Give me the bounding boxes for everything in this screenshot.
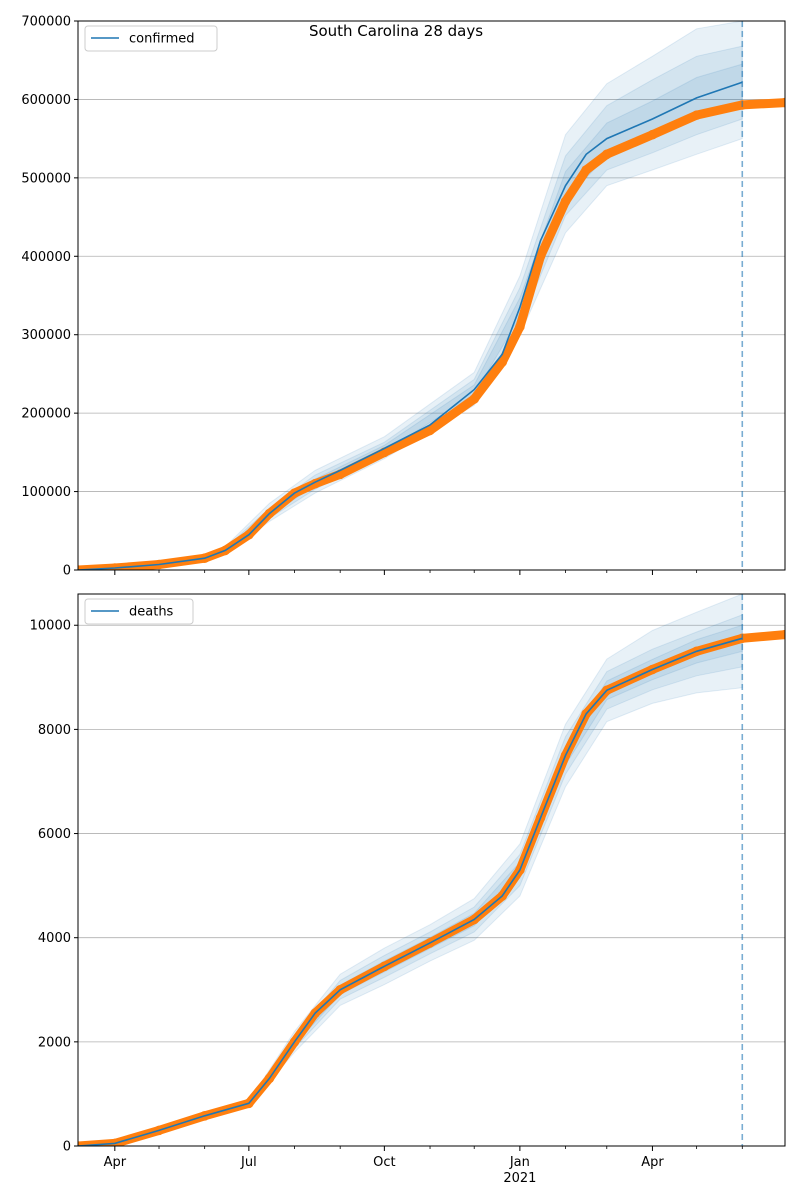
observed-point xyxy=(469,394,480,404)
observed-point xyxy=(497,357,508,367)
y-tick-label: 600000 xyxy=(21,93,71,108)
figure-title: South Carolina 28 days xyxy=(309,22,483,40)
observed-point xyxy=(780,97,785,108)
observed-point xyxy=(560,196,571,207)
confirmed-panel: 0 100000 200000 300000 400000 500000 600000 700… xyxy=(21,15,786,579)
plot-area xyxy=(78,594,785,1146)
observed-point xyxy=(581,165,591,175)
model-line xyxy=(78,637,743,1146)
x-tick-label: Jan xyxy=(509,1155,530,1170)
legend: confirmed xyxy=(84,25,218,52)
y-tick-label: 500000 xyxy=(21,171,71,186)
y-tick-label: 0 xyxy=(63,1140,71,1155)
observed-point xyxy=(78,1141,83,1146)
y-tick-label: 2000 xyxy=(38,1035,71,1050)
y-tick-label: 8000 xyxy=(38,723,71,738)
observed-trace xyxy=(78,98,785,570)
y-tick-label: 400000 xyxy=(21,250,71,265)
x-tick-label: Oct xyxy=(373,1155,395,1170)
observed-point xyxy=(535,251,546,262)
observed-point xyxy=(78,565,83,570)
legend-label: confirmed xyxy=(129,32,195,47)
legend-box xyxy=(84,598,194,625)
y-tick-label: 4000 xyxy=(38,931,71,946)
x-tick-year-label: 2021 xyxy=(503,1171,536,1186)
y-tick-label: 6000 xyxy=(38,827,71,842)
y-tick-label: 0 xyxy=(63,564,71,579)
observed-point xyxy=(515,322,525,332)
plot-area xyxy=(78,21,785,570)
observed-point xyxy=(691,110,702,120)
observed-point xyxy=(601,149,612,160)
y-tick-label: 100000 xyxy=(21,485,71,500)
legend-box xyxy=(84,25,218,52)
y-tick-label: 200000 xyxy=(21,407,71,422)
legend: deaths xyxy=(84,598,194,625)
y-tick-label: 300000 xyxy=(21,328,71,343)
y-tick-label: 700000 xyxy=(21,15,71,30)
model-line xyxy=(78,81,743,570)
x-tick-label: Jul xyxy=(240,1155,257,1170)
axes-frame xyxy=(77,20,786,571)
x-tick-label: Apr xyxy=(104,1155,127,1170)
observed-point xyxy=(647,129,658,140)
uncertainty-band xyxy=(248,624,743,1106)
x-tick-label: Apr xyxy=(641,1155,664,1170)
y-tick-label: 10000 xyxy=(30,619,71,634)
observed-point xyxy=(780,629,785,640)
observed-trace xyxy=(78,630,785,1146)
legend-label: deaths xyxy=(129,605,174,620)
observed-point xyxy=(425,425,435,436)
axes-frame xyxy=(77,593,786,1147)
